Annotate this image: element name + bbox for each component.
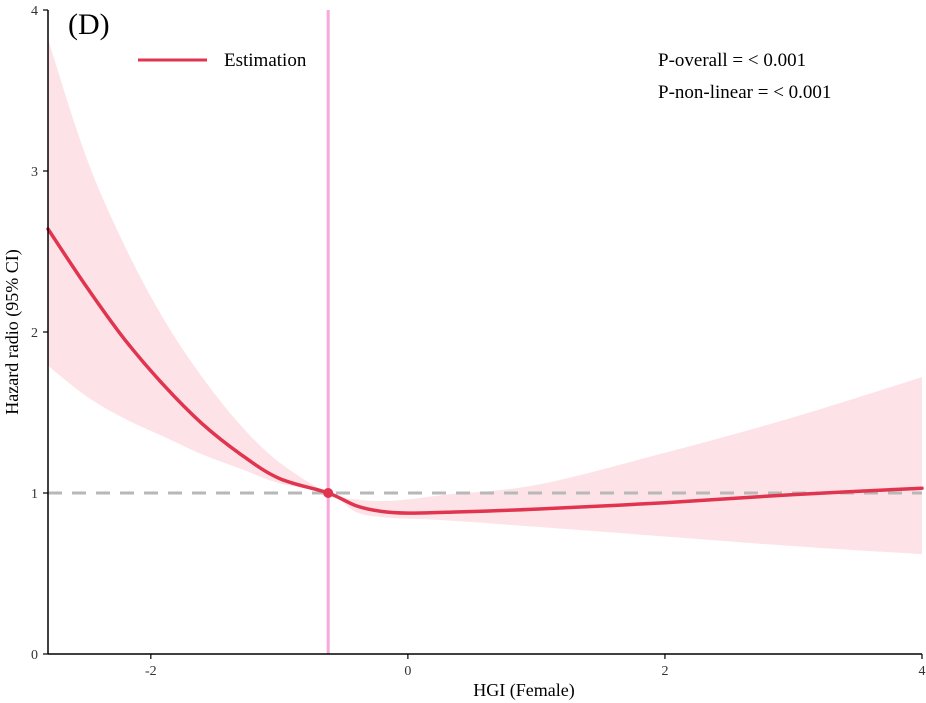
panel-label: (D): [68, 8, 110, 41]
y-tick-label: 0: [31, 648, 38, 663]
y-axis-title: Hazard radio (95% CI): [2, 249, 23, 414]
x-tick-label: -2: [145, 664, 157, 679]
ci-band-layer: [48, 39, 922, 555]
ci-band: [48, 39, 922, 555]
x-tick-label: 0: [404, 664, 411, 679]
reference-point: [323, 488, 334, 498]
y-tick-label: 4: [31, 4, 38, 19]
p-overall-annotation: P-overall = < 0.001: [658, 50, 806, 71]
p-nonlinear-annotation: P-non-linear = < 0.001: [658, 82, 831, 103]
y-tick-label: 2: [31, 326, 38, 341]
axes-layer: 0 1 2 3 4 -2 0 2 4: [31, 4, 926, 679]
estimation-line: [46, 227, 924, 515]
reference-layer: [48, 10, 922, 654]
x-axis-title: HGI (Female): [473, 680, 574, 701]
x-tick-label: 4: [919, 664, 926, 679]
x-tick-label: 2: [661, 664, 668, 679]
legend-label-estimation: Estimation: [224, 50, 307, 71]
estimation-line-layer: [46, 227, 924, 515]
y-tick-label: 3: [31, 165, 38, 180]
y-tick-label: 1: [31, 487, 38, 502]
